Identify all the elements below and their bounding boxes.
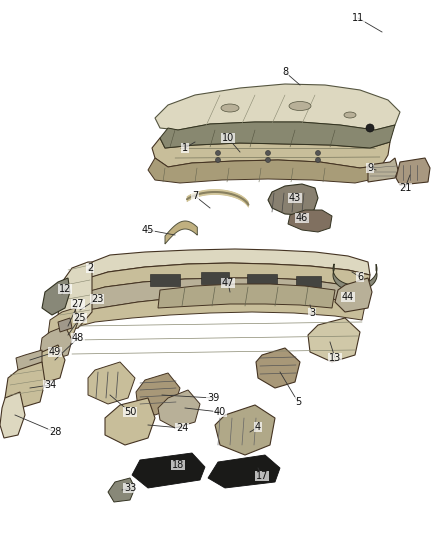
- Text: 45: 45: [142, 225, 154, 235]
- Polygon shape: [160, 122, 395, 148]
- Text: 25: 25: [74, 313, 86, 323]
- Text: 24: 24: [176, 423, 188, 433]
- Polygon shape: [58, 262, 92, 330]
- Text: 47: 47: [222, 278, 234, 288]
- Polygon shape: [268, 184, 318, 215]
- Polygon shape: [208, 455, 280, 488]
- Text: 33: 33: [124, 483, 136, 493]
- Polygon shape: [368, 158, 398, 182]
- Polygon shape: [155, 84, 400, 130]
- Ellipse shape: [221, 104, 239, 112]
- Polygon shape: [0, 392, 25, 438]
- Text: 23: 23: [91, 294, 103, 304]
- Polygon shape: [256, 348, 300, 388]
- Polygon shape: [88, 362, 135, 404]
- Polygon shape: [30, 345, 65, 383]
- Ellipse shape: [289, 101, 311, 110]
- Circle shape: [265, 150, 271, 156]
- Text: 13: 13: [329, 353, 341, 363]
- Text: 43: 43: [289, 193, 301, 203]
- Text: 6: 6: [357, 272, 363, 282]
- Polygon shape: [148, 158, 382, 183]
- Bar: [201, 272, 229, 284]
- Polygon shape: [48, 308, 78, 342]
- Text: 48: 48: [72, 333, 84, 343]
- Text: 27: 27: [72, 299, 84, 309]
- Polygon shape: [152, 138, 390, 168]
- Text: 40: 40: [214, 407, 226, 417]
- Polygon shape: [72, 295, 365, 328]
- Text: 11: 11: [352, 13, 364, 23]
- Circle shape: [215, 150, 220, 156]
- Polygon shape: [105, 398, 155, 445]
- Text: 3: 3: [309, 308, 315, 318]
- Polygon shape: [396, 158, 430, 185]
- Text: 10: 10: [222, 133, 234, 143]
- Polygon shape: [5, 362, 45, 408]
- Text: 2: 2: [87, 263, 93, 273]
- Bar: [150, 274, 180, 286]
- Text: 46: 46: [296, 213, 308, 223]
- Text: 7: 7: [192, 191, 198, 201]
- Polygon shape: [288, 210, 332, 232]
- Text: 8: 8: [282, 67, 288, 77]
- Polygon shape: [108, 478, 135, 502]
- Text: 12: 12: [59, 284, 71, 294]
- Polygon shape: [58, 318, 72, 332]
- Circle shape: [215, 157, 220, 163]
- Text: 34: 34: [44, 380, 56, 390]
- Polygon shape: [165, 221, 197, 244]
- Circle shape: [366, 124, 374, 132]
- Text: 1: 1: [182, 143, 188, 153]
- Polygon shape: [335, 278, 372, 312]
- Circle shape: [315, 157, 321, 163]
- Bar: [296, 276, 321, 287]
- Polygon shape: [85, 263, 370, 293]
- Text: 21: 21: [399, 183, 411, 193]
- Text: 5: 5: [295, 397, 301, 407]
- Text: 28: 28: [49, 427, 61, 437]
- Polygon shape: [308, 318, 360, 362]
- Polygon shape: [90, 249, 370, 278]
- Text: 4: 4: [255, 422, 261, 432]
- Polygon shape: [16, 350, 42, 375]
- Polygon shape: [132, 453, 205, 488]
- Ellipse shape: [344, 112, 356, 118]
- Text: 49: 49: [49, 347, 61, 357]
- Polygon shape: [158, 284, 335, 308]
- Polygon shape: [215, 405, 275, 455]
- Text: 39: 39: [207, 393, 219, 403]
- Text: 44: 44: [342, 292, 354, 302]
- Text: 50: 50: [124, 407, 136, 417]
- Bar: [247, 274, 277, 285]
- Polygon shape: [136, 373, 180, 415]
- Text: 9: 9: [367, 163, 373, 173]
- Polygon shape: [42, 278, 70, 315]
- Text: 18: 18: [172, 460, 184, 470]
- Polygon shape: [78, 278, 368, 312]
- Polygon shape: [333, 264, 377, 291]
- Circle shape: [265, 157, 271, 163]
- Circle shape: [315, 150, 321, 156]
- Text: 17: 17: [256, 471, 268, 481]
- Polygon shape: [158, 390, 200, 428]
- Polygon shape: [40, 326, 72, 360]
